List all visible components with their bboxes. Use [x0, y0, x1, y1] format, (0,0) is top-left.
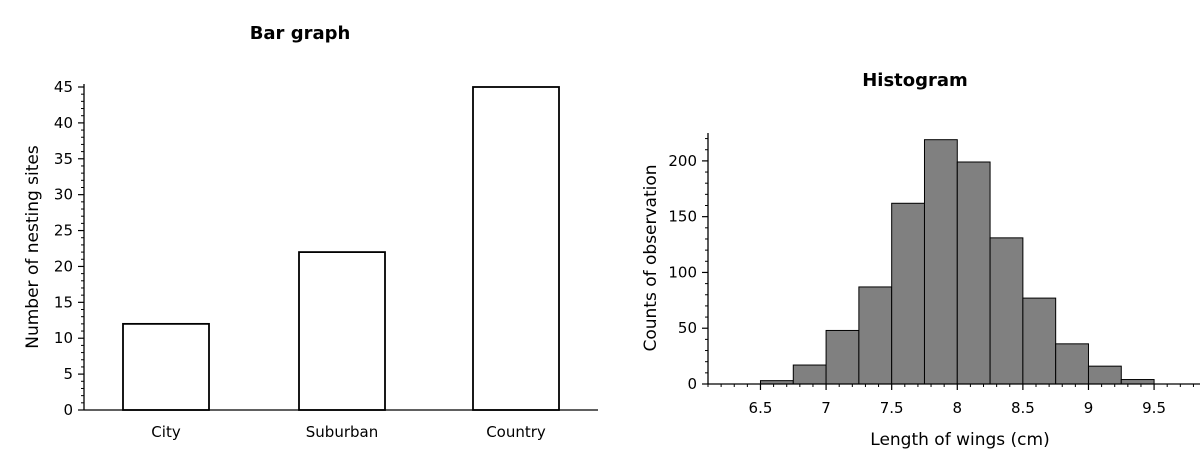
bar-graph-y-tick-label: 45	[54, 78, 73, 96]
bar-graph-y-tick-label: 35	[54, 150, 73, 168]
histogram-x-tick-label: 8.5	[1011, 399, 1035, 417]
bar-country	[472, 86, 560, 411]
histogram-bars	[759, 139, 1155, 385]
histogram-y-axis-label: Counts of observation	[641, 164, 661, 351]
histogram-bar	[989, 237, 1024, 385]
histogram-y-axis-ticks: 0 50 100 150 200	[668, 138, 708, 393]
histogram-y-tick-label: 50	[678, 319, 697, 337]
bar-suburban	[298, 251, 386, 411]
histogram-x-tick-label: 9.5	[1142, 399, 1166, 417]
bar-graph-y-tick-label: 40	[54, 114, 73, 132]
histogram-y-tick-label: 150	[668, 208, 697, 226]
histogram-bar	[1087, 365, 1122, 385]
histogram-y-tick-label: 200	[668, 152, 697, 170]
bar-graph-x-tick-label: Country	[486, 423, 546, 441]
bar-graph-title: Bar graph	[250, 23, 351, 44]
bar-city	[122, 322, 210, 411]
bar-graph-y-tick-label: 30	[54, 186, 73, 204]
bar-graph-panel: Bar graph 0 5 10 15 20 25 30 35 40 45 City Suburba…	[23, 23, 598, 441]
histogram-bar	[1022, 297, 1057, 385]
histogram-bar	[956, 161, 991, 385]
bar-graph-y-tick-label: 25	[54, 222, 73, 240]
histogram-panel: Histogram 0 50 100 150 200 6.5 7 7.5 8 8.5 9 9.5 C…	[641, 70, 1200, 450]
bar-graph-x-tick-label: Suburban	[306, 423, 378, 441]
bar-graph-bars	[122, 86, 560, 411]
histogram-x-tick-label: 6.5	[749, 399, 773, 417]
histogram-x-axis-label: Length of wings (cm)	[870, 430, 1049, 450]
histogram-bar	[792, 364, 827, 385]
histogram-x-tick-label: 8	[953, 399, 963, 417]
histogram-bar	[891, 202, 925, 385]
histogram-title: Histogram	[862, 70, 968, 91]
histogram-bar	[1120, 379, 1155, 385]
histogram-bar	[923, 139, 958, 385]
bar-graph-y-tick-label: 0	[63, 401, 73, 419]
bar-graph-x-tick-label: City	[151, 423, 181, 441]
bar-graph-y-tick-label: 15	[54, 293, 73, 311]
histogram-y-tick-label: 100	[668, 263, 697, 281]
histogram-x-tick-label: 9	[1084, 399, 1094, 417]
histogram-bar	[1055, 343, 1089, 385]
bar-graph-y-axis-ticks: 0 5 10 15 20 25 30 35 40 45	[54, 78, 84, 419]
histogram-x-tick-label: 7	[821, 399, 831, 417]
bar-graph-y-axis-label: Number of nesting sites	[23, 145, 43, 349]
histogram-y-tick-label: 0	[687, 375, 697, 393]
histogram-bar	[858, 286, 893, 385]
histogram-x-axis-ticks: 6.5 7 7.5 8 8.5 9 9.5	[707, 384, 1194, 417]
bar-graph-y-tick-label: 5	[63, 365, 73, 383]
histogram-x-tick-label: 7.5	[880, 399, 904, 417]
bar-graph-y-tick-label: 10	[54, 329, 73, 347]
bar-graph-y-tick-label: 20	[54, 257, 73, 275]
bar-graph-x-axis-labels: City Suburban Country	[151, 423, 546, 441]
histogram-bar	[825, 329, 860, 385]
